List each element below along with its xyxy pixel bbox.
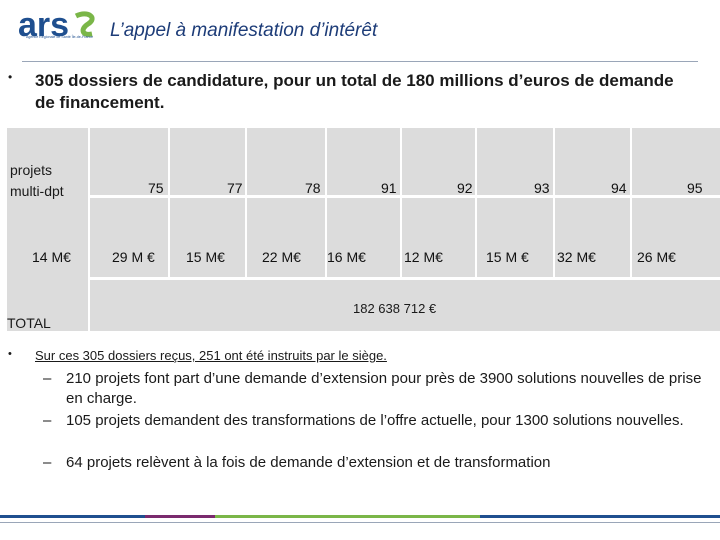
row-header-line: multi-dpt (10, 183, 64, 199)
funding-table (7, 128, 720, 331)
logo-letters: ars (18, 8, 69, 44)
row-header-line: projets (10, 162, 53, 178)
dept-cell: 94 (611, 180, 627, 196)
footer-band (0, 515, 145, 518)
table-row-divider (88, 277, 720, 280)
bullet-dot: • (8, 348, 12, 360)
dept-cell: 77 (227, 180, 243, 196)
amount-cell: 16 M€ (327, 249, 366, 265)
total-value: 182 638 712 € (353, 301, 437, 316)
dash-marker: – (43, 454, 52, 471)
table-divider (325, 128, 327, 278)
dept-cell: 92 (457, 180, 473, 196)
table-divider (630, 128, 632, 278)
slide-title: L’appel à manifestation d’intérêt (110, 20, 378, 41)
instruction-text: Sur ces 305 dossiers reçus, 251 ont été … (35, 348, 387, 363)
total-label: TOTAL (7, 315, 51, 331)
logo-subtitle: Agence Régionale de Santé Île-de-France (26, 35, 94, 39)
amount-cell-multi-dpt: 14 M€ (32, 249, 71, 265)
logo-swoosh (74, 11, 95, 37)
footer-band (215, 515, 480, 518)
sub-bullet: – 210 projets font part d’une demande d’… (43, 369, 713, 409)
sub-bullet: – 64 projets relèvent à la fois de deman… (43, 453, 713, 473)
amount-cell: 15 M € (486, 249, 529, 265)
footer-line (0, 522, 720, 523)
title-divider (22, 61, 698, 62)
dash-marker: – (43, 370, 52, 387)
sub-bullet-text: 64 projets relèvent à la fois de demande… (66, 454, 551, 471)
dept-cell: 91 (381, 180, 397, 196)
table-divider (475, 128, 477, 278)
table-row-divider (88, 195, 720, 198)
amount-cell: 15 M€ (186, 249, 225, 265)
sub-bullet-text: 210 projets font part d’une demande d’ex… (66, 370, 702, 407)
footer-band (480, 515, 720, 518)
row-header-projects: projets multi-dpt (10, 160, 64, 202)
table-divider (88, 128, 90, 331)
sub-bullet: – 105 projets demandent des transformati… (43, 411, 713, 451)
footer-band (145, 515, 215, 518)
amount-cell: 12 M€ (404, 249, 443, 265)
ars-logo-graphic: ars (18, 8, 95, 44)
dash-marker: – (43, 412, 52, 429)
dept-cell: 75 (148, 180, 164, 196)
table-divider (400, 128, 402, 278)
amount-cell: 29 M € (112, 249, 155, 265)
table-divider (245, 128, 247, 278)
bullet-dot: • (8, 70, 13, 84)
amount-cell: 22 M€ (262, 249, 301, 265)
sub-bullet-text: 105 projets demandent des transformation… (66, 412, 684, 429)
table-divider (168, 128, 170, 278)
amount-cell: 26 M€ (637, 249, 676, 265)
amount-cell: 32 M€ (557, 249, 596, 265)
dept-cell: 93 (534, 180, 550, 196)
dept-cell: 95 (687, 180, 703, 196)
dept-cell: 78 (305, 180, 321, 196)
table-divider (553, 128, 555, 278)
summary-text: 305 dossiers de candidature, pour un tot… (35, 71, 674, 112)
ars-logo: ars (18, 8, 100, 52)
